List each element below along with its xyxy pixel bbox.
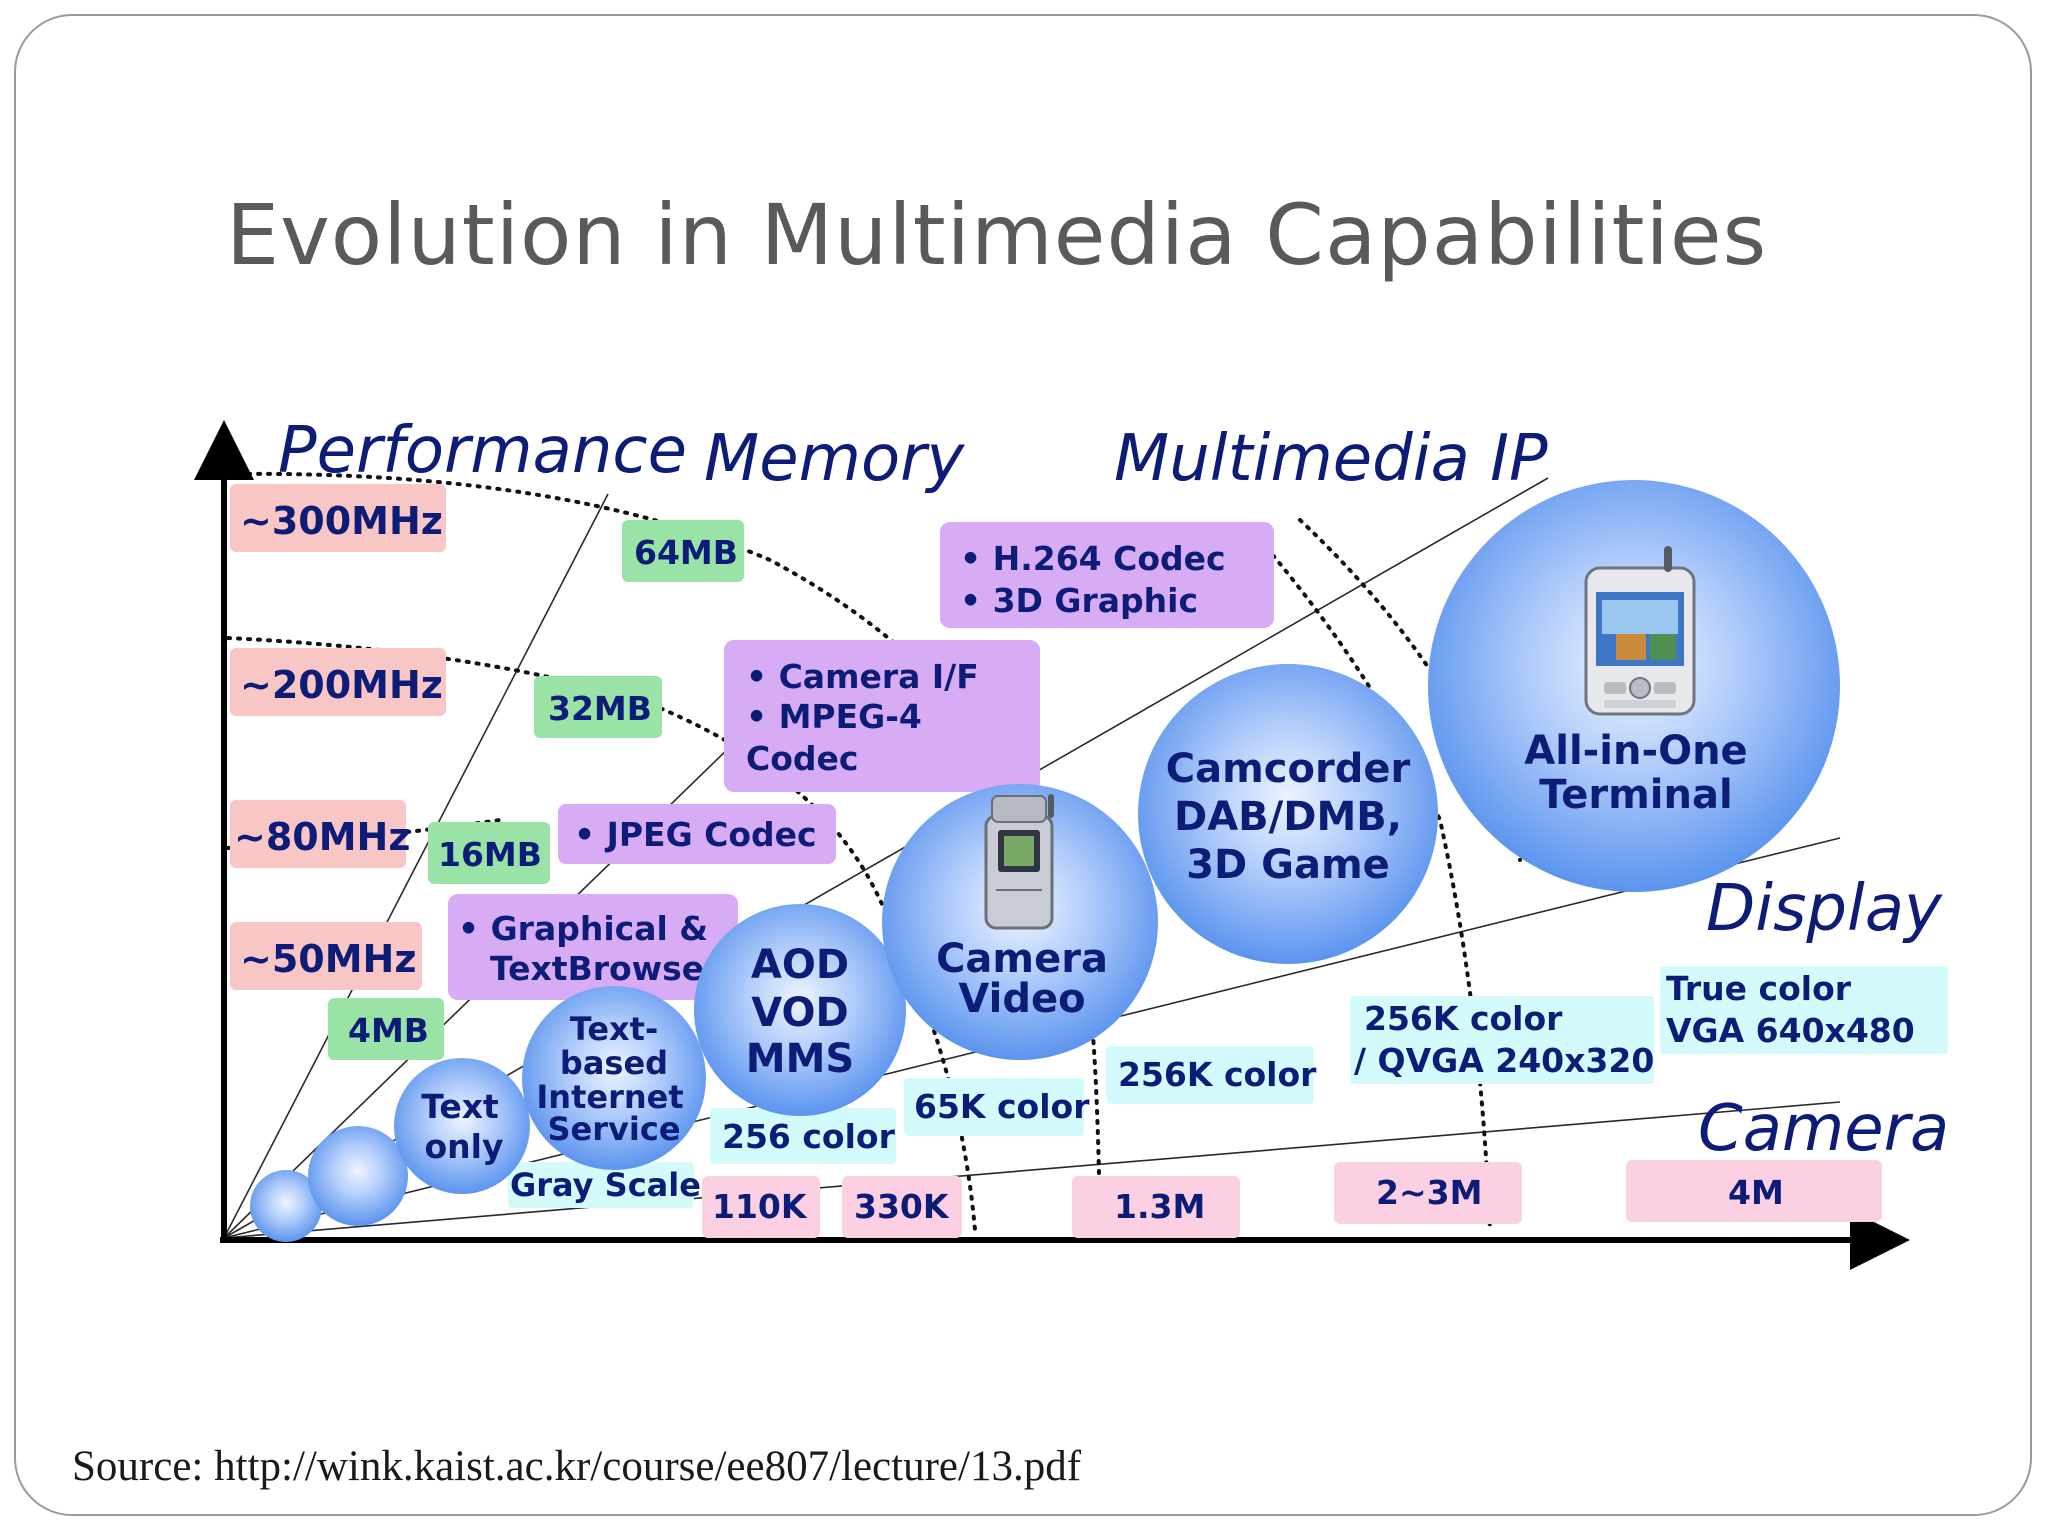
stage-camcorder-line3: 3D Game <box>1186 842 1390 888</box>
display-256k-color: 256K color <box>1118 1055 1317 1094</box>
camera-box-1-3m <box>1072 1176 1240 1238</box>
memory-label-64: 64MB <box>634 533 738 572</box>
bubble-camcorder <box>1138 664 1438 964</box>
performance-label-300: ~300MHz <box>240 499 443 543</box>
axis-label-display: Display <box>1706 872 1943 946</box>
display-65k-color: 65K color <box>914 1087 1090 1126</box>
display-qvga-resolution: / QVGA 240x320 <box>1354 1041 1654 1080</box>
camera-label-4m: 4M <box>1728 1173 1784 1212</box>
ip-h264-codec: • H.264 Codec <box>960 539 1226 578</box>
ip-mpeg4: • MPEG-4 <box>746 697 922 736</box>
stage-camera-video-line1: Camera <box>936 936 1108 982</box>
camera-label-1-3m: 1.3M <box>1114 1187 1205 1226</box>
performance-box-50 <box>230 922 422 990</box>
display-box-256 <box>710 1108 896 1164</box>
performance-label-80: ~80MHz <box>234 815 410 859</box>
display-box-256k <box>1106 1046 1314 1104</box>
performance-label-50: ~50MHz <box>240 937 416 981</box>
display-box-gray <box>508 1162 694 1208</box>
performance-box-80 <box>230 800 406 868</box>
camera-label-110k: 110K <box>712 1187 808 1226</box>
display-box-qvga <box>1350 996 1654 1084</box>
bubble-stage-2 <box>308 1126 408 1226</box>
multimedia-ip-boxes: • H.264 Codec • 3D Graphic • Camera I/F … <box>448 522 1274 1000</box>
ip-3d-graphic: • 3D Graphic <box>960 581 1198 620</box>
ip-jpeg-codec: • JPEG Codec <box>574 815 817 854</box>
camera-box-330k <box>842 1176 962 1238</box>
axis-label-camera: Camera <box>1698 1092 1949 1166</box>
display-box-vga <box>1660 966 1948 1054</box>
ip-box-browser <box>448 894 738 1000</box>
source-citation: Source: http://wink.kaist.ac.kr/course/e… <box>72 1443 1082 1490</box>
camera-label-330k: 330K <box>854 1187 950 1226</box>
camera-label-2-3m: 2~3M <box>1376 1173 1482 1212</box>
camera-levels: 110K 330K 1.3M 2~3M 4M <box>702 1160 1882 1238</box>
stage-aod-line2: VOD <box>751 990 848 1036</box>
ip-box-h264 <box>940 522 1274 628</box>
axis-label-multimedia-ip: Multimedia IP <box>1114 422 1548 496</box>
stage-aod-line1: AOD <box>751 942 849 988</box>
stage-text-internet-line1: Text- <box>570 1010 659 1048</box>
camera-box-4m <box>1626 1160 1882 1222</box>
display-vga-resolution: VGA 640x480 <box>1666 1011 1915 1050</box>
flip-phone-icon <box>984 794 1054 930</box>
display-256-color: 256 color <box>722 1117 896 1156</box>
bubble-aod <box>694 904 906 1116</box>
bubble-text-internet <box>522 986 706 1170</box>
memory-box-64 <box>622 520 744 582</box>
stage-text-only-line2: only <box>425 1127 504 1166</box>
display-gray-scale: Gray Scale <box>510 1166 701 1204</box>
stage-text-internet-line4: Service <box>547 1110 680 1148</box>
performance-box-200 <box>230 648 446 716</box>
display-box-65k <box>904 1078 1084 1136</box>
stage-camera-video-line2: Video <box>958 976 1085 1022</box>
camera-box-2-3m <box>1334 1162 1522 1224</box>
memory-box-32 <box>534 676 662 738</box>
display-qvga-color: 256K color <box>1364 999 1563 1038</box>
axis-label-memory: Memory <box>704 422 965 496</box>
stage-text-internet-line2: based <box>560 1044 668 1082</box>
axis-label-performance: Performance <box>278 414 687 488</box>
performance-label-200: ~200MHz <box>240 663 443 707</box>
stage-aod-line3: MMS <box>746 1036 854 1082</box>
stage-text-internet-line3: Internet <box>536 1078 683 1116</box>
bubble-stage-1 <box>250 1170 322 1242</box>
memory-box-16 <box>428 822 550 884</box>
pda-phone-icon <box>1584 546 1696 716</box>
ip-graphical: • Graphical & <box>458 909 708 948</box>
performance-box-300 <box>230 484 446 552</box>
stage-bubbles: Text only Text- based Internet Service A… <box>250 480 1840 1242</box>
stage-camcorder-line2: DAB/DMB, <box>1174 794 1402 840</box>
memory-box-4 <box>328 998 444 1060</box>
ip-box-jpeg <box>558 804 836 864</box>
slide-title: Evolution in Multimedia Capabilities <box>226 186 1768 284</box>
bubble-text-only <box>394 1058 530 1194</box>
performance-levels: ~300MHz ~200MHz ~80MHz ~50MHz <box>230 484 446 990</box>
memory-label-32: 32MB <box>548 689 652 728</box>
memory-label-4: 4MB <box>348 1011 429 1050</box>
display-levels: Gray Scale 256 color 65K color 256K colo… <box>508 966 1948 1208</box>
ip-box-camera <box>724 640 1040 792</box>
display-true-color: True color <box>1666 969 1852 1008</box>
stage-camcorder-line1: Camcorder <box>1166 746 1411 792</box>
memory-levels: 64MB 32MB 16MB 4MB <box>328 520 744 1060</box>
memory-label-16: 16MB <box>438 835 542 874</box>
ip-codec: Codec <box>746 739 858 778</box>
stage-all-in-one-line1: All-in-One <box>1524 728 1747 774</box>
camera-box-110k <box>702 1176 820 1238</box>
ip-text-browser: TextBrowser <box>490 949 721 988</box>
main-axes <box>194 420 1910 1270</box>
stage-all-in-one-line2: Terminal <box>1539 772 1732 818</box>
ip-camera-if: • Camera I/F <box>746 657 979 696</box>
stage-text-only-line1: Text <box>421 1087 499 1126</box>
